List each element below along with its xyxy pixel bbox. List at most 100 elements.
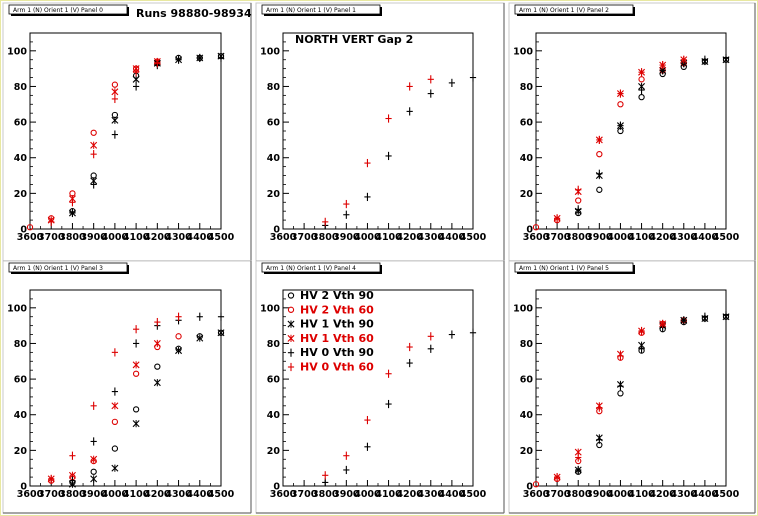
panel-2-series-1-point-2 [575,197,582,204]
panel-4-title-box [261,262,381,273]
panel-1-series-1-point-5 [427,75,434,84]
panel-1-title: Arm 1 (N) Orient 1 (V) Panel 1 [266,7,356,14]
panel-5-xtick-label-4000: 4000 [607,489,634,500]
panel-3-xtick-label-4300: 4300 [165,489,192,500]
panel-5-title: Arm 1 (N) Orient 1 (V) Panel 5 [519,265,609,272]
panel-1-series-1-point-2 [364,158,371,168]
panel-3-xtick-label-4100: 4100 [123,489,150,500]
panel-0-series-1-point-3 [90,129,97,136]
panel-2-series-1-point-0 [532,224,540,231]
panel-0-series-3-point-2 [90,141,98,149]
panel-3-series-3-point-2 [90,455,98,463]
panel-3-series-4-point-1 [90,437,97,446]
panel-1-series-1 [322,75,434,226]
panel-2-series-1-point-4 [617,101,624,108]
panel-4-series-1-point-1 [343,451,350,460]
panel-0-series-4-point-2 [111,130,118,139]
panel-0-series-1-point-0 [26,224,34,231]
panel-1-xtick-label-4400: 4400 [439,232,466,243]
runs-label: Runs 98880-98934 [136,7,252,20]
legend-item-0: HV 2 Vth 90 [287,289,374,302]
panel-3-series-2-point-7 [217,329,225,337]
panel-3-series-5-point-0 [48,474,55,483]
panel-4-xtick-label-4400: 4400 [439,489,466,500]
panel-2-series-5-point-6 [680,55,687,64]
panel-3-series-4-point-6 [196,312,203,321]
panel-2-series-1-point-3 [596,151,603,158]
legend-item-3-marker [287,334,295,342]
panel-4-ytick-label-40: 40 [267,410,281,421]
panel-0-series-4-point-1 [90,180,97,189]
panel-1-xtick-label-4000: 4000 [354,232,381,243]
panel-4-series-1-point-5 [427,332,434,341]
panel-2-ytick-label-60: 60 [520,118,534,129]
panel-5-series-5-point-3 [617,351,624,361]
panel-5-xtick-label-4200: 4200 [649,489,676,500]
legend-item-4: HV 0 Vth 90 [287,346,374,359]
panel-4-xtick-label-3800: 3800 [312,489,339,500]
panel-0-xtick-label-4200: 4200 [144,232,171,243]
panel-3-series-4-point-7 [217,312,225,321]
panel-5: Arm 1 (N) Orient 1 (V) Panel 5 0 20 40 60 80 1… [508,260,756,514]
panel-2-series-5-point-1 [575,185,582,194]
panel-2-xtick-label-3600: 3600 [523,232,550,243]
panel-0-series-5-point-4 [133,68,140,77]
panel-0: Arm 1 (N) Orient 1 (V) Panel 0 0 20 40 60 80 1… [2,2,252,262]
panel-0-ytick-label-40: 40 [14,153,28,164]
panel-3-xtick-label-4000: 4000 [102,489,129,500]
panel-5-series-5-point-2 [596,403,603,412]
panel-2-series-4-point-0 [575,205,582,214]
panel-2-pad [508,2,756,262]
panel-0-xtick-label-4100: 4100 [123,232,150,243]
legend-item-0-marker [287,292,295,299]
panel-4-xtick-label-4000: 4000 [354,489,381,500]
panel-4-series-1-point-3 [385,369,392,378]
panel-5-ytick-label-100: 100 [513,303,533,314]
panel-0-series-5-point-3 [111,94,118,104]
panel-0-series-5-point-0 [48,217,55,226]
panel-2-xtick-label-4200: 4200 [649,232,676,243]
panel-3-series-2-point-3 [132,420,140,428]
panel-5-xtick-label-3600: 3600 [523,489,550,500]
panel-2-xtick-label-4100: 4100 [628,232,655,243]
panel-5-series-4-point-5 [680,316,687,325]
panel-3-series-4-point-0 [69,476,76,485]
panel-5-series-5-point-0 [554,472,561,482]
panel-5-ytick-label-40: 40 [520,410,534,421]
panel-1-xtick-label-4300: 4300 [418,232,445,243]
panel-1-series-1-point-4 [406,82,413,91]
panel-4-series-1-point-4 [406,342,413,352]
panel-4-series-1-point-2 [364,415,371,425]
panel-3-series-4-point-2 [111,387,118,396]
panel-0-xtick-label-4000: 4000 [102,232,129,243]
panel-4-xtick-label-4300: 4300 [418,489,445,500]
panel-4-series-0-point-7 [469,328,477,337]
panel-0-series-5-point-1 [69,198,76,207]
panel-2: Arm 1 (N) Orient 1 (V) Panel 2 0 20 40 60 80 1… [508,2,756,262]
panel-0-series-3 [47,57,161,224]
panel-3-series-4-point-3 [133,339,140,348]
panel-3-xtick-label-3900: 3900 [80,489,107,500]
panel-4-xtick-label-3600: 3600 [270,489,297,500]
panel-0-series-3-point-3 [111,88,119,96]
legend-item-0-label: HV 2 Vth 90 [300,289,374,302]
panel-0-series-5-point-5 [154,59,161,68]
panel-5-pad [508,260,756,514]
panel-4-series-1-point-0 [322,471,329,480]
panel-1-pad [255,2,505,262]
panel-5-series-4-point-1 [596,435,603,444]
panel-3-series-2-point-6 [196,334,204,342]
panel-5-xtick-label-4100: 4100 [628,489,655,500]
panel-0-xtick-label-3600: 3600 [17,232,44,243]
panel-3-series-1-point-3 [111,418,119,426]
panel-4-ytick-label-0: 0 [273,482,280,493]
panel-5-series-5-point-4 [638,326,645,336]
legend-item-5-marker [287,362,295,372]
panel-2-series-4-point-6 [701,55,708,64]
panel-3-title: Arm 1 (N) Orient 1 (V) Panel 3 [13,265,103,272]
panel-1: Arm 1 (N) Orient 1 (V) Panel 1 0 20 40 60 80 1… [255,2,505,262]
panel-4-ytick-label-80: 80 [267,339,281,350]
panel-5-xtick-label-3900: 3900 [586,489,613,500]
